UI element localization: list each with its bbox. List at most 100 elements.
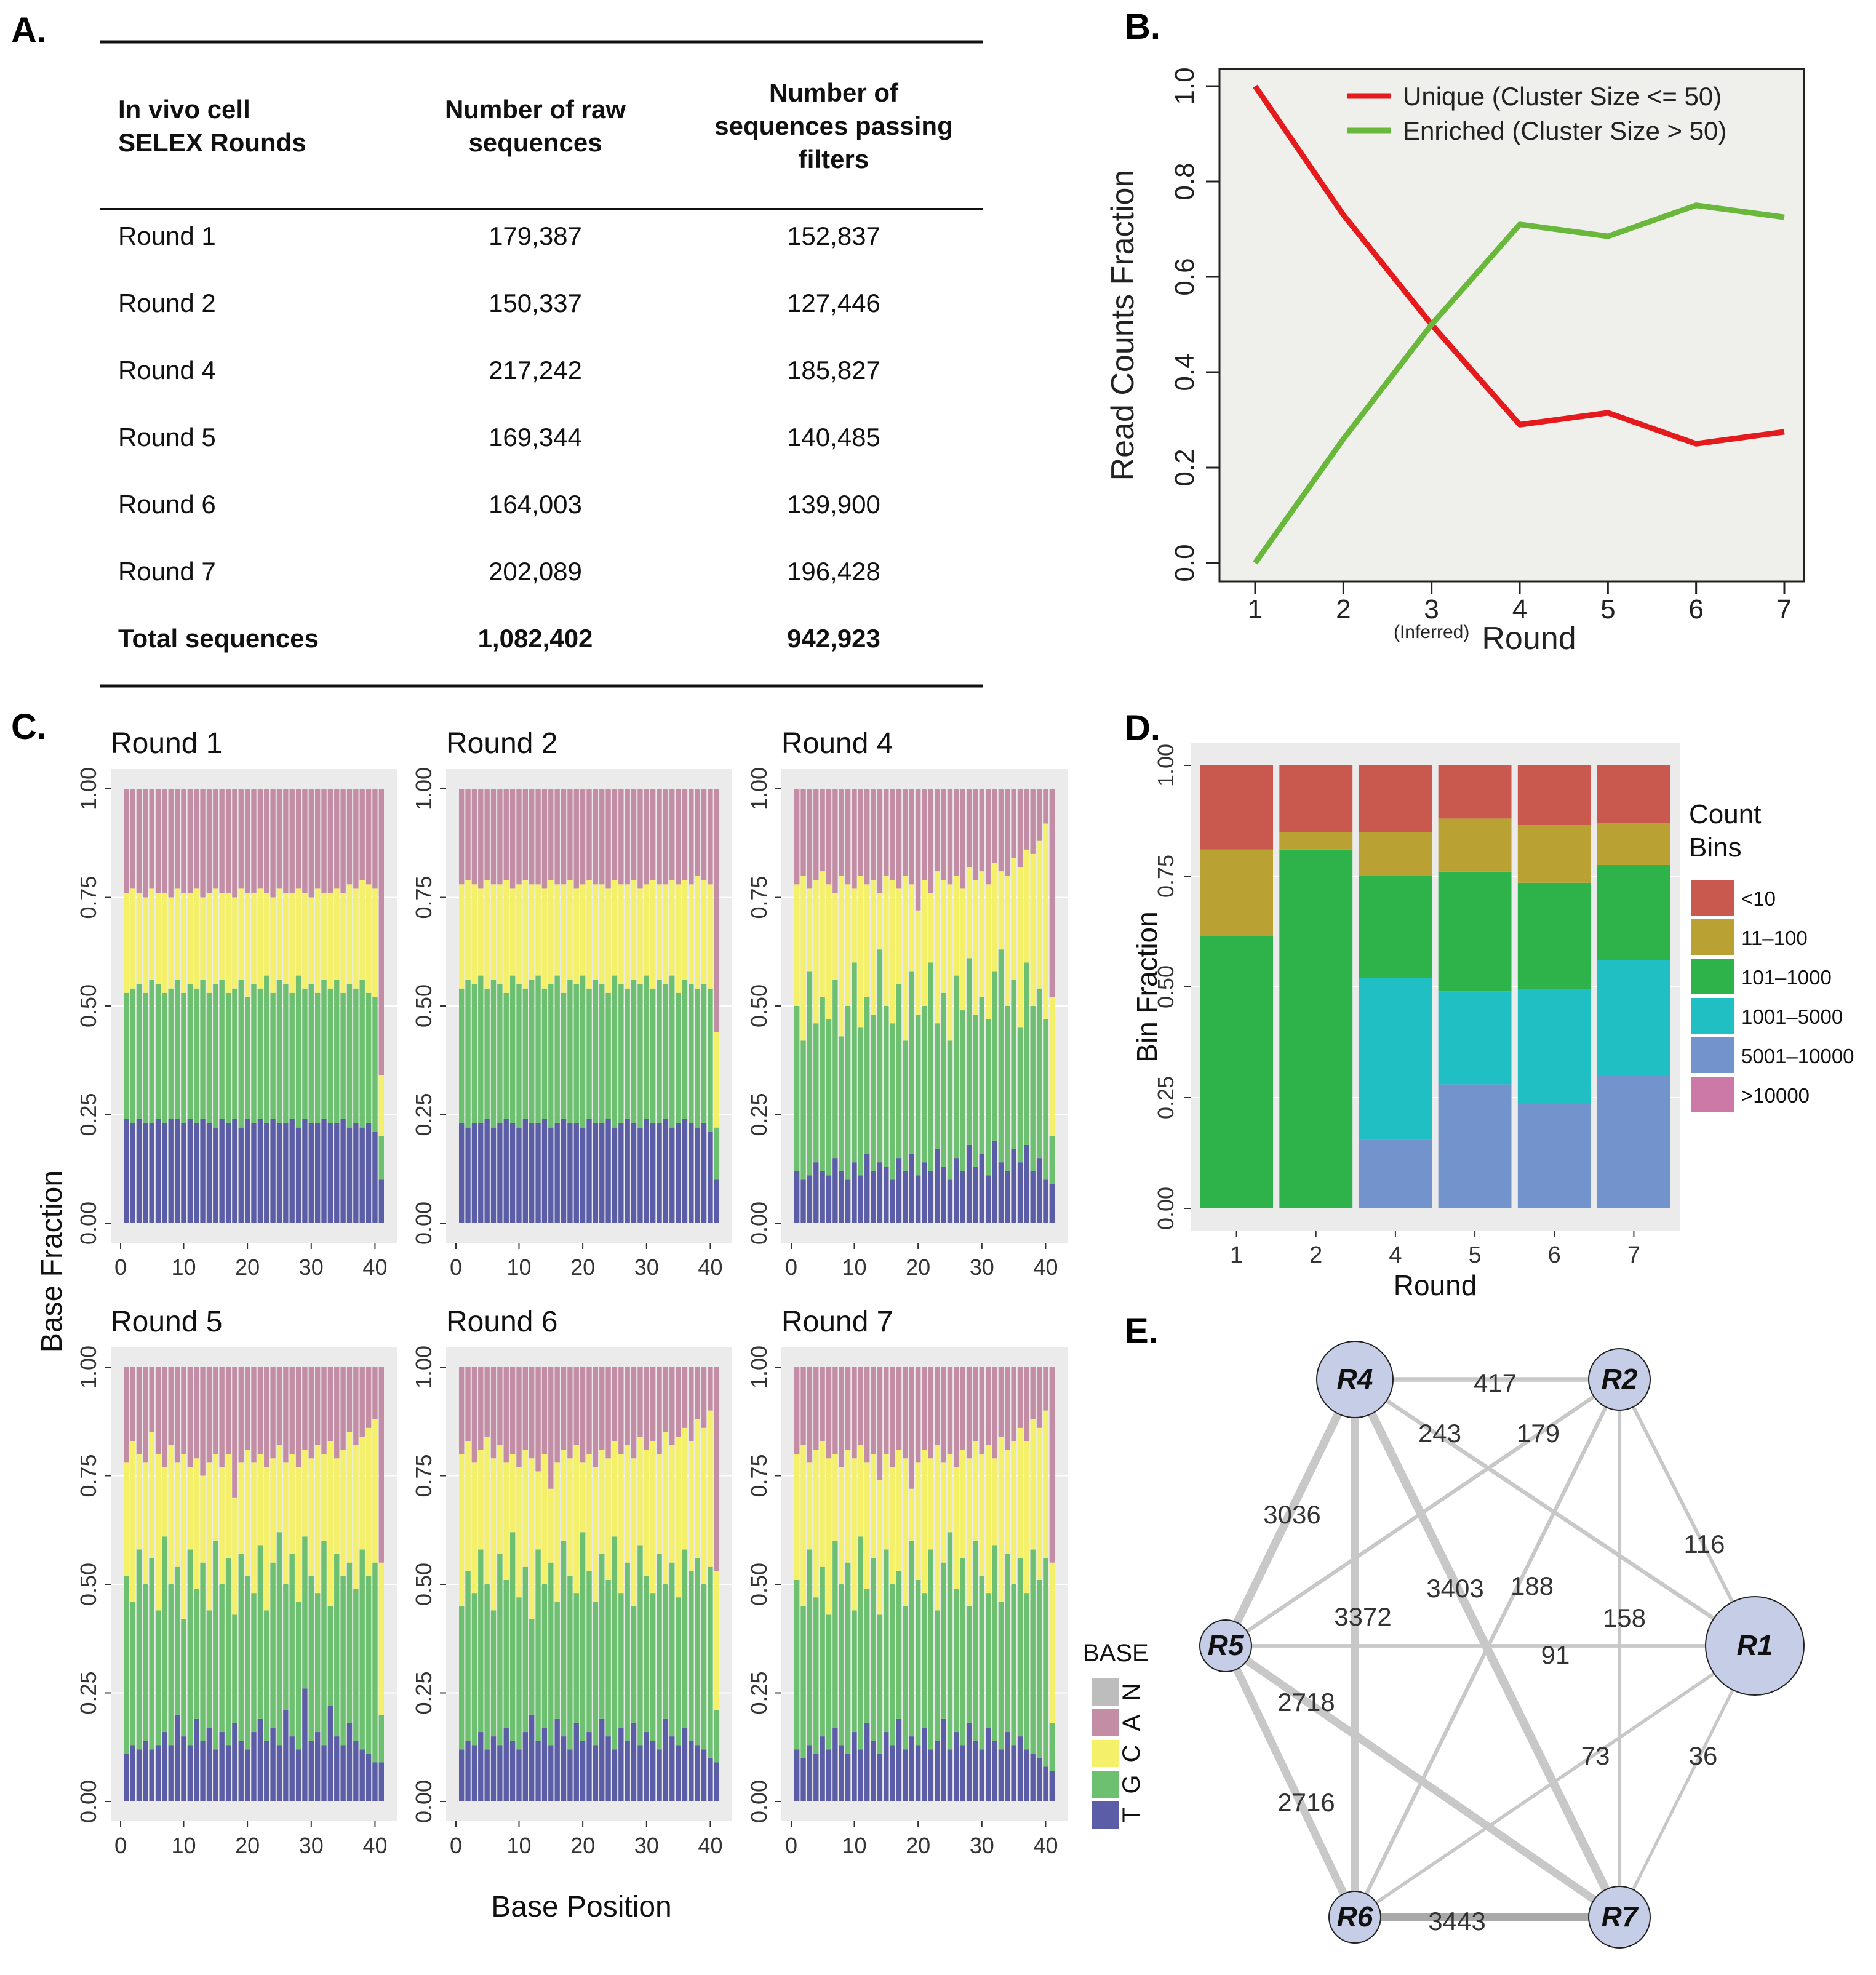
bar-segment-T: [143, 1741, 148, 1801]
bar-segment-C: [909, 884, 914, 972]
facet-round-6: Round 6 0.00 0.25 0.50 0.75 1.00 0 10 20 30 40: [411, 1306, 732, 1858]
bar-segment-G: [497, 1554, 503, 1746]
bar-segment-C: [625, 1445, 630, 1563]
x-tick-label: 40: [698, 1833, 722, 1858]
bar-segment-A: [346, 1367, 353, 1432]
bar-segment-G: [935, 1610, 940, 1741]
x-tick-label: 40: [1033, 1833, 1058, 1858]
bar-segment-G: [966, 958, 972, 1145]
y-tick-label: 0.50: [76, 1563, 101, 1606]
bar-segment-C: [1011, 858, 1016, 980]
bar-segment-A: [903, 1367, 908, 1459]
bar-segment-T: [149, 1123, 154, 1223]
x-tick-label: 10: [171, 1255, 196, 1280]
bar-segment-A: [676, 789, 681, 885]
bar-segment-C: [200, 897, 206, 980]
bar-segment-<10: [1279, 765, 1353, 832]
bar-segment-A: [503, 1367, 509, 1463]
bar-segment-T: [232, 1723, 237, 1801]
y-tick-label: 0.50: [746, 984, 772, 1027]
bar-segment-G: [264, 975, 269, 1123]
bar-segment-C: [232, 897, 237, 989]
bar-segment-T: [1049, 1771, 1055, 1801]
bar-segment-T: [896, 1158, 902, 1223]
bar-segment-A: [314, 789, 321, 889]
bar-segment-G: [225, 1558, 231, 1746]
bar-segment-A: [947, 789, 953, 885]
bar-segment-A: [941, 1367, 946, 1463]
bar-segment-C: [194, 888, 199, 989]
bar-segment-A: [966, 789, 972, 868]
bar-segment-T: [871, 1741, 876, 1801]
bar-segment-G: [695, 1558, 700, 1746]
bar-segment-A: [618, 1367, 624, 1454]
bar-segment-C: [593, 884, 599, 980]
bar-segment-C: [497, 884, 503, 984]
legend-label: Unique (Cluster Size <= 50): [1403, 82, 1722, 111]
bar-segment-T: [960, 1171, 965, 1223]
bar-segment-<10: [1200, 765, 1273, 850]
bar-segment-G: [251, 984, 257, 1123]
bar-segment-A: [194, 789, 199, 889]
bar-segment-C: [915, 1462, 921, 1580]
bar-segment-A: [663, 1367, 669, 1432]
bar-segment-A: [807, 789, 813, 889]
y-tick-label: 1.00: [1153, 744, 1178, 787]
bar-segment-5001–10000: [1517, 1104, 1591, 1208]
bar-segment-A: [459, 1367, 465, 1454]
bar-segment-G: [663, 984, 669, 1119]
bar-segment-G: [124, 1575, 129, 1754]
bar-segment-A: [353, 1367, 359, 1446]
bar-segment-T: [832, 1727, 838, 1801]
bar-segment-C: [168, 897, 174, 989]
bar-segment-G: [985, 1019, 991, 1176]
bar-segment-A: [701, 1367, 707, 1428]
bar-segment-A: [155, 1367, 161, 1454]
bar-segment-G: [1005, 1554, 1010, 1733]
bar-segment-T: [998, 1749, 1004, 1801]
bar-segment-T: [372, 1131, 378, 1223]
bar-segment-T: [593, 1745, 599, 1801]
bar-segment-C: [1030, 853, 1036, 1006]
bar-segment-T: [852, 1732, 857, 1801]
y-tick-label: 0.25: [746, 1671, 772, 1714]
bar-segment-C: [852, 1458, 857, 1611]
bar-segment-C: [947, 884, 953, 1041]
y-tick-label: 0.50: [411, 1563, 436, 1606]
bar-segment-T: [676, 1745, 681, 1801]
bar-segment-T: [340, 1745, 346, 1801]
bar-segment-C: [941, 1462, 946, 1563]
bar-segment-G: [644, 1575, 649, 1733]
bar-segment-T: [573, 1123, 579, 1223]
bar-segment-T: [168, 1119, 174, 1223]
bar-segment-A: [503, 789, 509, 880]
x-tick-label: 40: [362, 1255, 387, 1280]
y-tick-label: 0.00: [411, 1202, 436, 1245]
bar-segment-C: [1030, 1419, 1036, 1550]
bar-segment-G: [372, 997, 378, 1132]
facet-round-5: Round 5 0.00 0.25 0.50 0.75 1.00 0 10 20 30 40: [76, 1306, 397, 1858]
bar-segment-A: [593, 789, 599, 885]
legend-swatch: [1691, 998, 1734, 1034]
legend-title: BASE: [1083, 1640, 1149, 1667]
bar-segment-G: [985, 1593, 991, 1728]
x-tick-label: 1: [1248, 594, 1263, 624]
bar-segment-A: [593, 1367, 599, 1467]
bar-segment-G: [605, 992, 611, 1119]
bar-segment-A: [714, 789, 719, 1032]
bar-segment-T: [580, 1127, 586, 1223]
table-header-cell: Number of: [769, 78, 899, 107]
bar-segment-G: [689, 984, 694, 1123]
bar-segment-C: [168, 1445, 174, 1584]
bar-segment-T: [813, 1754, 819, 1801]
bar-segment-A: [599, 1367, 605, 1450]
base-fraction-facet-chart: Round 10.000.250.500.751.000 10 20 30 40Roun…: [36, 727, 1149, 1923]
bar-segment-C: [225, 893, 231, 993]
bar-segment-G: [884, 1006, 889, 1167]
bar-segment-T: [839, 1171, 844, 1223]
bar-segment-A: [909, 1367, 914, 1489]
bar-segment-C: [573, 1445, 579, 1594]
bar-segment-G: [928, 1549, 934, 1750]
bar-segment-C: [708, 1410, 713, 1567]
x-tick-label: 30: [299, 1833, 324, 1858]
